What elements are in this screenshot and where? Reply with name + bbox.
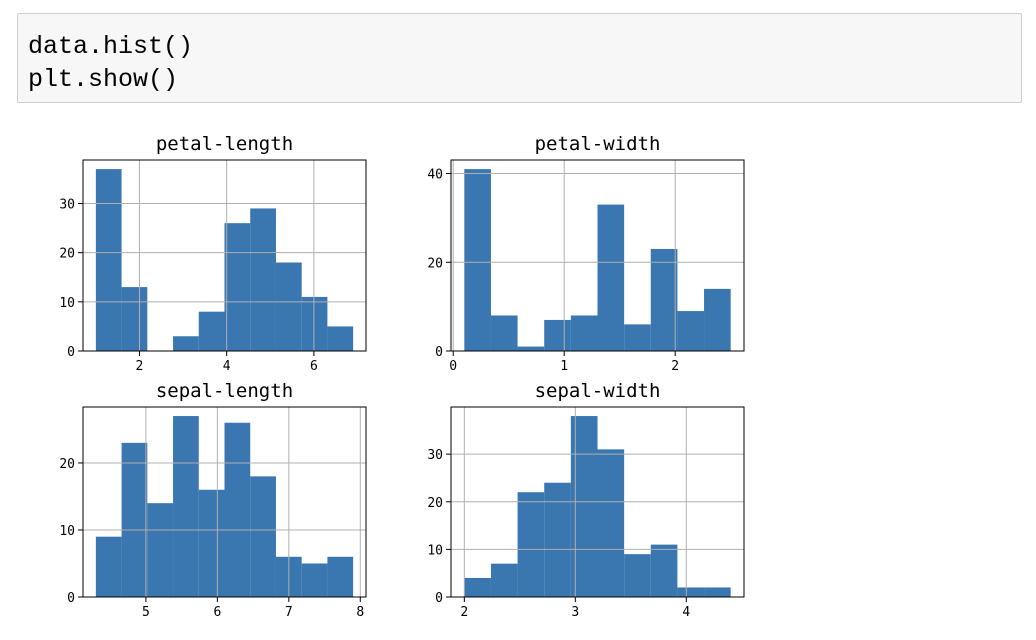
y-tick-label: 0 [67, 591, 75, 606]
bar [464, 577, 491, 597]
bar [624, 554, 651, 597]
y-tick-label: 30 [59, 198, 75, 213]
y-tick-label: 30 [427, 448, 443, 463]
bar [704, 288, 731, 351]
bar [121, 287, 148, 351]
y-tick-label: 20 [427, 496, 443, 511]
axes-frame [82, 159, 367, 352]
bar [544, 319, 571, 351]
x-tick-label: 8 [356, 605, 364, 620]
bar [517, 346, 545, 351]
bar [650, 544, 678, 597]
bar [121, 442, 148, 597]
x-tick-label: 4 [223, 359, 231, 374]
bar [301, 563, 328, 597]
bar [490, 563, 518, 597]
code-cell[interactable]: data.hist() plt.show() [17, 13, 1022, 103]
code-line: data.hist() [28, 32, 194, 61]
bar [624, 324, 651, 351]
y-tick-label: 0 [435, 591, 443, 606]
bar [95, 536, 122, 597]
x-tick-label: 6 [310, 359, 318, 374]
bar [327, 326, 354, 351]
subplot-title: sepal-length [156, 380, 293, 402]
bar [198, 489, 225, 597]
bar [95, 169, 122, 351]
bar [301, 296, 328, 351]
bar [224, 422, 251, 597]
bar [327, 556, 354, 597]
y-tick-label: 10 [59, 524, 75, 539]
x-tick-label: 1 [560, 359, 568, 374]
bar [704, 587, 731, 597]
x-tick-label: 6 [213, 605, 221, 620]
bar [173, 336, 199, 351]
bar [250, 208, 276, 351]
x-tick-label: 2 [136, 359, 144, 374]
bar [490, 315, 518, 351]
x-tick-label: 4 [682, 605, 690, 620]
bar [677, 311, 705, 351]
code-line: plt.show() [28, 65, 179, 94]
y-tick-label: 40 [427, 168, 443, 183]
bar [517, 492, 545, 597]
bar [677, 587, 705, 597]
y-tick-label: 0 [67, 345, 75, 360]
bar [544, 482, 571, 597]
bar [224, 223, 251, 351]
bar [250, 476, 276, 597]
bar [570, 315, 598, 351]
subplot-title: petal-length [156, 133, 293, 155]
x-tick-label: 7 [285, 605, 293, 620]
subplot-title: petal-width [535, 133, 661, 155]
y-tick-label: 10 [427, 543, 443, 558]
bar [464, 169, 491, 351]
x-tick-label: 2 [460, 605, 468, 620]
bar [597, 204, 625, 351]
bar [198, 311, 225, 351]
subplot-title: sepal-width [535, 380, 661, 402]
bar [173, 416, 199, 597]
bar [147, 503, 174, 597]
axes-frame [82, 406, 367, 598]
y-tick-label: 0 [435, 345, 443, 360]
y-tick-label: 10 [59, 296, 75, 311]
x-tick-label: 5 [142, 605, 150, 620]
y-tick-label: 20 [59, 457, 75, 472]
bar [650, 248, 678, 351]
x-tick-label: 3 [571, 605, 579, 620]
bar [275, 262, 302, 351]
axes-frame [450, 159, 745, 352]
axes-frame [450, 406, 745, 598]
y-tick-label: 20 [59, 247, 75, 262]
x-tick-label: 0 [449, 359, 457, 374]
x-tick-label: 2 [671, 359, 679, 374]
y-tick-label: 20 [427, 256, 443, 271]
bar [597, 449, 625, 597]
